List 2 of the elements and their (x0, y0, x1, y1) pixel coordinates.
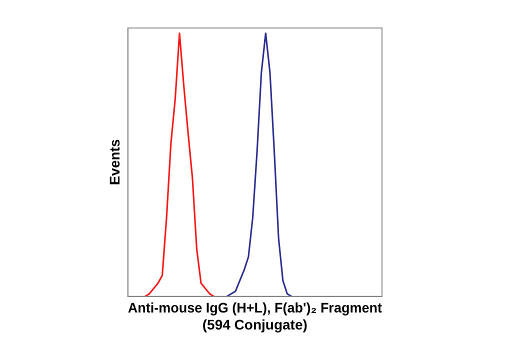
x-axis-title: Anti-mouse IgG (H+L), F(ab')₂ Fragment (594 Conjugate) (128, 300, 382, 332)
y-axis-title: Events (106, 139, 122, 186)
